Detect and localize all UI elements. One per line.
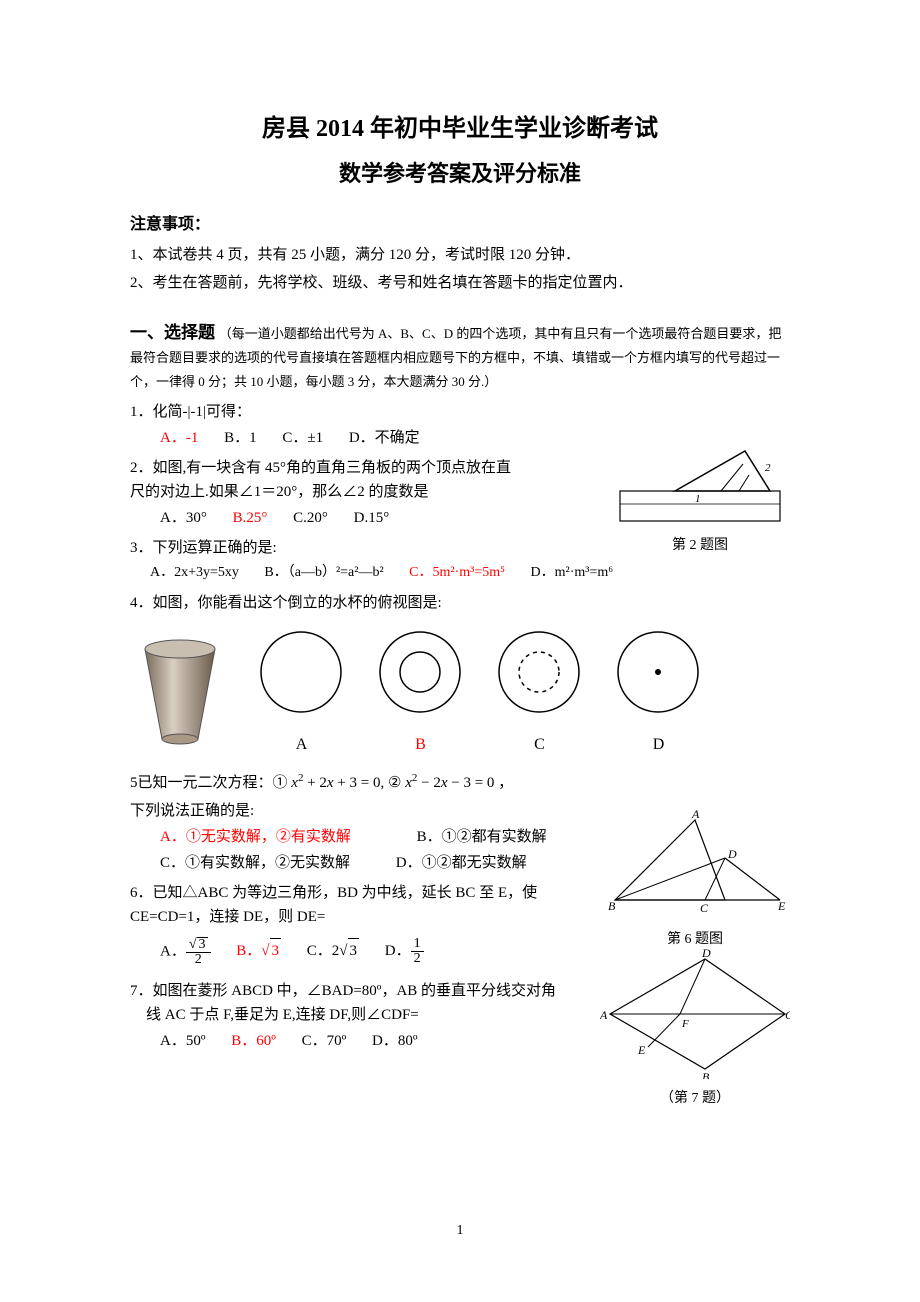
q2-opt-d: D.15° [354,506,390,530]
q6-triangle-icon: A D B C E [600,810,790,920]
q5-opt-d: D．①②都无实数解 [396,851,527,875]
question-6-options: A．√32 B．√3 C．2√3 D．12 [160,937,580,967]
notice-heading: 注意事项： [130,212,790,238]
question-7-figure: A D C B F E （第 7 题） [600,949,790,1110]
question-7-options: A．50º B．60º C．70º D．80º [160,1029,580,1053]
circle-a-icon [254,625,349,720]
circle-b-icon [373,625,468,720]
q5-opt-a: A．①无实数解，②有实数解 [160,825,351,849]
question-3-options: A．2x+3y=5xy B．（a—b）²=a²—b² C．5m²·m³=5m⁵ … [150,562,790,584]
title-sub: 数学参考答案及评分标准 [130,156,790,191]
question-6-figure: A D B C E 第 6 题图 [600,810,790,951]
section-1-title-small: （每一道小题都给出代号为 A、B、C、D 的四个选项，其中有且只有一个选项最符合… [130,326,781,389]
question-2-options: A．30° B.25° C.20° D.15° [160,506,570,530]
circle-d-icon [611,625,706,720]
q7-opt-c: C．70º [302,1029,347,1053]
q1-opt-a: A．-1 [160,426,198,450]
question-7-block: 7．如图在菱形 ABCD 中，∠BAD=80º，AB 的垂直平分线交对角 线 A… [130,979,790,1053]
svg-text:E: E [777,899,786,913]
q2-triangle-ruler-icon: 2 1 [615,446,785,526]
q2-opt-a: A．30° [160,506,207,530]
q4-cup [130,634,230,758]
title-main: 房县 2014 年初中毕业生学业诊断考试 [130,110,790,148]
q1-opt-c: C．±1 [282,426,323,450]
q2-fig-label: 第 2 题图 [610,535,790,557]
question-5-options-1: A．①无实数解，②有实数解 B．①②都有实数解 [160,825,580,849]
q1-opt-b: B．1 [224,426,257,450]
section-1-title: 一、选择题 （每一道小题都给出代号为 A、B、C、D 的四个选项，其中有且只有一… [130,319,790,394]
svg-text:D: D [701,949,711,960]
question-4: 4．如图，你能看出这个倒立的水杯的俯视图是: [130,591,790,615]
q4-label-d: D [611,732,706,758]
svg-text:1: 1 [695,493,701,505]
question-6-line1: 6．已知△ABC 为等边三角形，BD 为中线，延长 BC 至 E，使 [130,881,580,905]
q6-opt-c: C．2√3 [307,938,359,963]
q7-fig-label: （第 7 题） [600,1088,790,1110]
svg-text:F: F [681,1018,689,1030]
q4-option-d: D [611,625,706,758]
q6-fig-label: 第 6 题图 [600,929,790,951]
svg-text:2: 2 [765,462,771,474]
question-2-line1: 2．如图,有一块含有 45°角的直角三角板的两个顶点放在直 [130,456,570,480]
q2-opt-c: C.20° [293,506,328,530]
q4-option-c: C [492,625,587,758]
svg-text:A: A [600,1008,608,1022]
q4-label-b: B [373,732,468,758]
q6-opt-d: D．12 [385,937,424,966]
svg-text:B: B [608,899,616,913]
question-5-6-block: 5已知一元二次方程：① x2 + 2x + 3 = 0, ② x2 − 2x −… [130,770,790,967]
question-6-line2: CE=CD=1，连接 DE，则 DE= [130,905,580,929]
q6-opt-b: B．√3 [236,938,281,963]
q3-opt-a: A．2x+3y=5xy [150,562,239,584]
q4-label-a: A [254,732,349,758]
svg-text:B: B [702,1070,710,1079]
question-5-line2: 下列说法正确的是: [130,799,580,823]
question-4-images: A B C D [130,625,790,758]
q5-opt-b: B．①②都有实数解 [417,825,547,849]
question-1: 1．化简-|-1|可得： [130,400,790,424]
q1-opt-d: D．不确定 [349,426,420,450]
q2-opt-b: B.25° [233,506,268,530]
question-2-block: 2．如图,有一块含有 45°角的直角三角板的两个顶点放在直 尺的对边上.如果∠1… [130,456,790,530]
q4-option-b: B [373,625,468,758]
question-2-line2: 尺的对边上.如果∠1＝20°，那么∠2 的度数是 [130,480,570,504]
q7-opt-a: A．50º [160,1029,205,1053]
q7-opt-d: D．80º [372,1029,417,1053]
question-7-line1: 7．如图在菱形 ABCD 中，∠BAD=80º，AB 的垂直平分线交对角 [130,979,580,1003]
q3-opt-b: B．（a—b）²=a²—b² [264,562,383,584]
section-1-title-big: 一、选择题 [130,323,215,342]
svg-text:C: C [785,1008,790,1022]
svg-text:D: D [727,847,737,861]
q7-rhombus-icon: A D C B F E [600,949,790,1079]
q6-opt-a: A．√32 [160,937,211,967]
question-5-line1: 5已知一元二次方程：① x2 + 2x + 3 = 0, ② x2 − 2x −… [130,770,790,795]
q7-opt-b: B．60º [231,1029,276,1053]
q3-opt-d: D．m²·m³=m⁶ [531,562,614,584]
svg-text:A: A [691,810,700,821]
q5-opt-c: C．①有实数解，②无实数解 [160,851,350,875]
notice-line-1: 1、本试卷共 4 页，共有 25 小题，满分 120 分，考试时限 120 分钟… [130,243,790,267]
cup-icon [130,634,230,749]
q4-label-c: C [492,732,587,758]
q3-opt-c: C．5m²·m³=5m⁵ [409,562,505,584]
question-5-options-2: C．①有实数解，②无实数解 D．①②都无实数解 [160,851,580,875]
q4-option-a: A [254,625,349,758]
circle-c-icon [492,625,587,720]
question-7-line2: 线 AC 于点 F,垂足为 E,连接 DF,则∠CDF= [146,1003,580,1027]
page-number: 1 [0,1220,920,1242]
notice-line-2: 2、考生在答题前，先将学校、班级、考号和姓名填在答题卡的指定位置内． [130,271,790,295]
svg-text:E: E [637,1043,646,1057]
question-2-figure: 2 1 第 2 题图 [610,446,790,557]
svg-text:C: C [700,901,709,915]
